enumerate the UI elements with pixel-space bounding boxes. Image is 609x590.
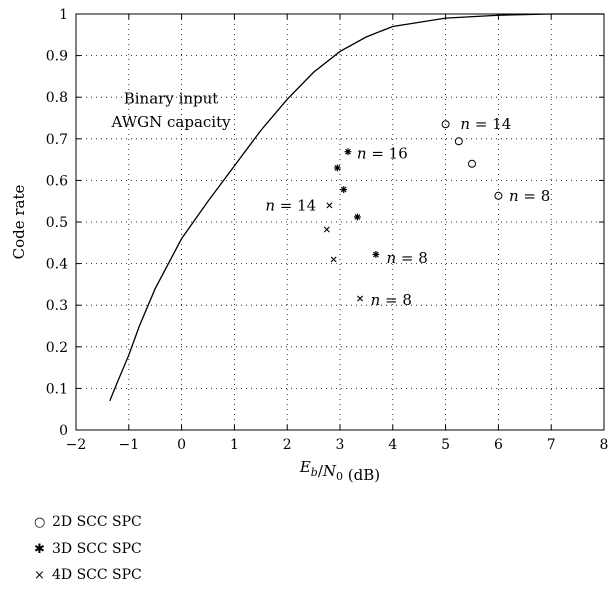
y-tick-label: 0.2 [46,340,68,356]
data-point-star [340,186,348,193]
y-tick-label: 0.3 [46,298,68,314]
data-point-cross [357,295,364,302]
x-tick-label: 3 [336,437,345,453]
data-point-star [354,213,361,221]
x-tick-label: 0 [177,437,186,453]
data-point-star [372,251,380,258]
x-tick-label: 6 [494,437,503,453]
data-point-star [333,164,341,172]
x-tick-label: 4 [388,437,397,453]
x-tick-label: 1 [230,437,239,453]
y-axis-title: Code rate [10,184,28,259]
x-tick-label: 7 [547,437,556,453]
data-point-circle [441,120,450,129]
curve-label-line1: Binary input [124,89,219,107]
y-tick-label: 0 [59,423,68,439]
y-tick-label: 0.4 [46,257,68,273]
annotation-label: n = 8 [509,187,550,205]
y-tick-label: 0.7 [46,132,68,148]
data-point-cross [326,202,333,209]
data-point-circle [454,137,463,146]
data-point-circle [494,191,503,200]
x-axis-title: Eb/N0 (dB) [299,458,380,484]
annotation-label: n = 16 [357,144,408,162]
y-tick-label: 1 [59,7,68,23]
x-tick-label: −1 [118,437,139,453]
x-tick-label: −2 [66,437,87,453]
y-tick-label: 0.9 [46,49,68,65]
capacity-curve [109,13,604,402]
plot-frame [75,13,605,431]
x-tick-label: 5 [441,437,450,453]
data-point-star [344,148,352,156]
y-tick-label: 0.5 [46,215,68,231]
x-tick-label: 8 [600,437,609,453]
y-tick-label: 0.8 [46,90,68,106]
annotation-label: n = 14 [265,196,316,214]
curve-label-line2: AWGN capacity [110,113,231,131]
data-point-cross [330,256,337,263]
y-tick-label: 0.6 [46,173,68,189]
annotation-label: n = 14 [460,115,511,133]
data-point-circle [468,159,476,168]
x-tick-label: 2 [283,437,292,453]
annotation-label: n = 8 [386,249,427,267]
annotation-label: n = 8 [371,291,412,309]
y-tick-label: 0.1 [46,381,68,397]
data-point-cross [323,226,330,233]
